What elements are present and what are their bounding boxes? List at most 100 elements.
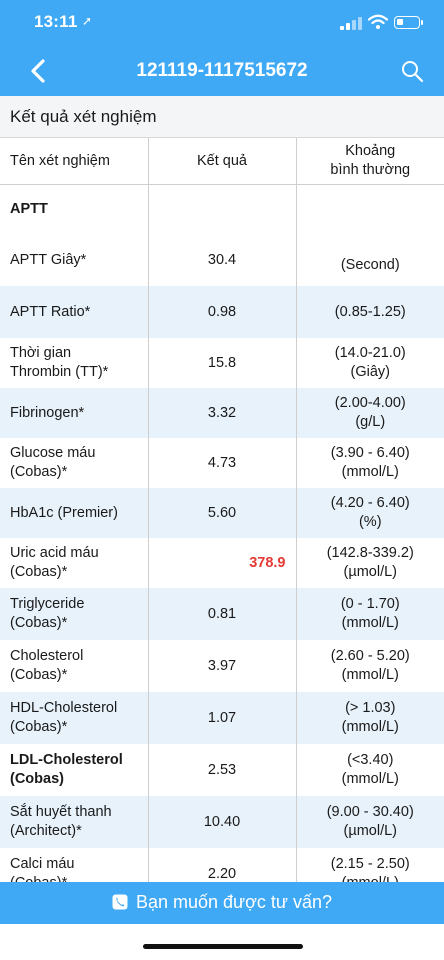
range-value-line2: (mmol/L) [341,667,399,683]
consult-button-content[interactable]: Bạn muốn được tư vấn? [0,892,444,913]
test-name: Fibrinogen* [0,388,149,438]
chevron-left-icon[interactable] [26,58,52,84]
range-cell [296,184,444,234]
table-row: Sắt huyết thanh (Architect)* 10.40 (9.00 … [0,796,444,848]
range-value-line1: (9.00 - 30.40) [326,804,414,820]
test-group-name: APTT [0,184,149,234]
test-name-cell: Sắt huyết thanh (Architect)* [0,796,149,848]
table-row: Uric acid máu (Cobas)* 378.9 (142.8-339.2… [0,538,444,588]
test-name-line1: Calci máu [10,856,75,872]
table-row: Glucose máu (Cobas)* 4.73 (3.90 - 6.40) (m… [0,438,444,488]
test-name-line1: Triglyceride [10,596,85,612]
range-cell: (<3.40) (mmol/L) [296,744,444,796]
result-value: 3.32 [148,388,297,438]
battery-level [397,19,403,25]
section-title: Kết quả xét nghiệm [10,107,157,126]
test-name-line1: Uric acid máu [10,545,99,561]
test-name: APTT Ratio* [0,286,149,338]
result-value: 0.81 [148,588,297,640]
table-row: APTT Giây* 30.4 (Second) [0,234,444,286]
test-name-line1: LDL-Cholesterol [10,752,123,768]
phone-icon [112,894,128,910]
consult-button[interactable]: Bạn muốn được tư vấn? [0,882,444,924]
test-name-line2: (Cobas)* [10,464,68,480]
wifi-icon [368,14,388,29]
range-value-line1: (4.20 - 6.40) [330,495,410,511]
test-name-cell: Triglyceride (Cobas)* [0,588,149,640]
home-indicator[interactable] [143,944,303,949]
test-name-line1: HDL-Cholesterol [10,700,118,716]
status-time: 13:11 [34,12,78,31]
range-value-line2: (mmol/L) [341,615,399,631]
range-value-line2: (Giây) [350,364,390,380]
battery-icon [394,16,423,29]
result-value: 4.73 [148,438,297,488]
range-value-line2: (µmol/L) [343,823,397,839]
location-arrow-icon: ➚ [82,14,93,28]
section-header: Kết quả xét nghiệm [0,96,444,138]
column-header-name: Tên xét nghiệm [0,138,149,185]
table-row: APTT Ratio* 0.98 (0.85-1.25) [0,286,444,338]
range-value-line1: (2.15 - 2.50) [330,856,410,872]
test-name: HbA1c (Premier) [0,488,149,538]
range-value-line1: (2.00-4.00) [334,395,406,411]
test-name-cell: HDL-Cholesterol (Cobas)* [0,692,149,744]
table-row: Cholesterol (Cobas)* 3.97 (2.60 - 5.20) (m… [0,640,444,692]
table-row: Triglyceride (Cobas)* 0.81 (0 - 1.70) (mmo… [0,588,444,640]
search-icon[interactable] [400,59,424,83]
column-header-range-line1: Khoảng [345,142,396,159]
test-name-line2: (Cobas)* [10,719,68,735]
range-value-line2: (µmol/L) [343,564,397,580]
table-row: APTT [0,184,444,234]
page-title: 121119-1117515672 [136,60,308,81]
result-value-abnormal: 378.9 [148,538,297,588]
range-value-line2: (%) [358,514,382,530]
table-row: HbA1c (Premier) 5.60 (4.20 - 6.40) (%) [0,488,444,538]
result-cell [148,184,297,234]
table-row: Fibrinogen* 3.32 (2.00-4.00) (g/L) [0,388,444,438]
test-name-cell: Thời gian Thrombin (TT)* [0,338,149,388]
range-cell: (2.00-4.00) (g/L) [296,388,444,438]
test-name-line2: (Cobas)* [10,615,68,631]
range-value-line2: (g/L) [355,414,386,430]
test-name-line1: Glucose máu [10,445,96,461]
test-name-line2: (Cobas)* [10,667,68,683]
test-name-cell: LDL-Cholesterol (Cobas) [0,744,149,796]
range-value-line1: (3.90 - 6.40) [330,445,410,461]
range-cell: (2.60 - 5.20) (mmol/L) [296,640,444,692]
range-cell: (14.0-21.0) (Giây) [296,338,444,388]
result-value: 30.4 [148,234,297,286]
test-name-line1: Thời gian [10,345,72,361]
range-value-line1: (0.85-1.25) [296,286,444,338]
test-name: APTT Giây* [0,234,149,286]
result-value: 15.8 [148,338,297,388]
range-value-line1: (> 1.03) [345,700,396,716]
test-name-cell: Cholesterol (Cobas)* [0,640,149,692]
status-bar: 13:11 ➚ [0,0,444,46]
test-name-line2: (Architect)* [10,823,82,839]
range-cell: (0 - 1.70) (mmol/L) [296,588,444,640]
result-value: 3.97 [148,640,297,692]
result-value: 1.07 [148,692,297,744]
range-cell: (142.8-339.2) (µmol/L) [296,538,444,588]
test-name-cell: Uric acid máu (Cobas)* [0,538,149,588]
range-value-line1: (2.60 - 5.20) [330,648,410,664]
test-name-line1: Cholesterol [10,648,84,664]
range-cell: (4.20 - 6.40) (%) [296,488,444,538]
test-name-line2: (Cobas)* [10,564,68,580]
consult-button-label: Bạn muốn được tư vấn? [135,892,332,912]
column-header-range: Khoảng bình thường [296,138,444,185]
table-header-row: Tên xét nghiệm Kết quả Khoảng bình thườn… [0,138,444,185]
range-value-line1: (14.0-21.0) [334,345,406,361]
navbar: 121119-1117515672 [0,46,444,96]
test-name-line1: Sắt huyết thanh [10,804,112,820]
table-row: Thời gian Thrombin (TT)* 15.8 (14.0-21.0)… [0,338,444,388]
result-value: 5.60 [148,488,297,538]
range-cell: (Second) [296,234,444,286]
range-value-line2: (mmol/L) [341,771,399,787]
result-value: 0.98 [148,286,297,338]
range-cell: (3.90 - 6.40) (mmol/L) [296,438,444,488]
cellular-signal-icon [340,16,362,30]
range-value-line1: (0 - 1.70) [340,596,400,612]
result-value: 2.53 [148,744,297,796]
